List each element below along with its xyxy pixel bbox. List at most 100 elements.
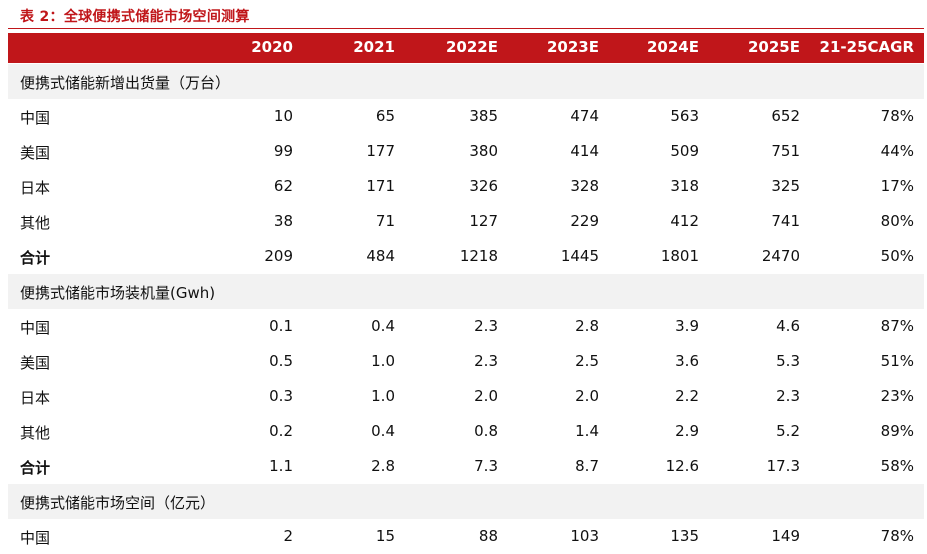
table-header: 2020 2021 2022E 2023E 2024E 2025E 21-25C… [8, 33, 924, 63]
table-cell: 474 [570, 107, 599, 125]
table-cell: 5.3 [776, 352, 800, 370]
section-label: 便携式储能市场装机量(Gwh) [20, 284, 216, 302]
table-row: 其他 0.2 0.4 0.8 1.4 2.9 5.2 89% [8, 414, 924, 449]
section-row: 便携式储能新增出货量（万台） [8, 64, 924, 99]
row-label: 中国 [20, 529, 51, 547]
table-row: 日本 62 171 326 328 318 325 17% [8, 169, 924, 204]
table-cell: 127 [469, 212, 498, 230]
header-col-2021: 2021 [353, 38, 395, 56]
row-label: 中国 [20, 319, 51, 337]
section-label: 便携式储能新增出货量（万台） [20, 74, 231, 92]
table-cell: 328 [570, 177, 599, 195]
row-label: 其他 [20, 424, 51, 442]
table-cell: 23% [880, 387, 914, 405]
table-cell: 103 [570, 527, 599, 545]
table-row: 中国 2 15 88 103 135 149 78% [8, 519, 924, 554]
header-col-2025e: 2025E [748, 38, 800, 56]
table-cell: 2.0 [474, 387, 498, 405]
table-cell: 509 [670, 142, 699, 160]
table-cell: 2.8 [575, 317, 599, 335]
table-cell: 99 [273, 142, 293, 160]
table-cell: 484 [366, 247, 395, 265]
section-row: 便携式储能市场装机量(Gwh) [8, 274, 924, 309]
table-cell: 65 [375, 107, 395, 125]
table-cell: 1.0 [371, 352, 395, 370]
table-cell: 0.4 [371, 317, 395, 335]
table-cell: 177 [366, 142, 395, 160]
table-cell: 10 [273, 107, 293, 125]
table-cell: 8.7 [575, 457, 599, 475]
table-cell: 62 [273, 177, 293, 195]
row-label: 美国 [20, 354, 51, 372]
row-label: 美国 [20, 144, 51, 162]
table-cell: 2.8 [371, 457, 395, 475]
table-cell: 2.2 [675, 387, 699, 405]
table-cell: 17% [880, 177, 914, 195]
table-cell: 1.1 [269, 457, 293, 475]
table-cell: 149 [771, 527, 800, 545]
table-row: 中国 10 65 385 474 563 652 78% [8, 99, 924, 134]
table-cell: 171 [366, 177, 395, 195]
table-cell: 326 [469, 177, 498, 195]
table-title-bar: 表 2：全球便携式储能市场空间测算 [8, 0, 924, 29]
table-cell: 1.4 [575, 422, 599, 440]
table-cell: 2.3 [474, 352, 498, 370]
table-row: 美国 0.5 1.0 2.3 2.5 3.6 5.3 51% [8, 344, 924, 379]
table-cell: 3.6 [675, 352, 699, 370]
section-row: 便携式储能市场空间（亿元） [8, 484, 924, 519]
table-cell: 412 [670, 212, 699, 230]
table-cell: 135 [670, 527, 699, 545]
total-row: 合计 1.1 2.8 7.3 8.7 12.6 17.3 58% [8, 449, 924, 484]
total-row: 合计 209 484 1218 1445 1801 2470 50% [8, 239, 924, 274]
table-cell: 0.4 [371, 422, 395, 440]
row-label: 合计 [20, 459, 51, 477]
table-cell: 71 [375, 212, 395, 230]
table-cell: 3.9 [675, 317, 699, 335]
header-col-cagr: 21-25CAGR [819, 38, 914, 56]
table-cell: 2.0 [575, 387, 599, 405]
table-cell: 229 [570, 212, 599, 230]
table-cell: 1218 [459, 247, 498, 265]
table-cell: 51% [880, 352, 914, 370]
table-cell: 385 [469, 107, 498, 125]
table-cell: 0.2 [269, 422, 293, 440]
table-cell: 78% [880, 527, 914, 545]
header-col-2022e: 2022E [446, 38, 498, 56]
table-cell: 7.3 [474, 457, 498, 475]
table-cell: 318 [670, 177, 699, 195]
table-cell: 209 [264, 247, 293, 265]
table-cell: 17.3 [766, 457, 800, 475]
table-cell: 50% [880, 247, 914, 265]
table-cell: 12.6 [665, 457, 699, 475]
table-cell: 88 [478, 527, 498, 545]
row-label: 其他 [20, 214, 51, 232]
section-label: 便携式储能市场空间（亿元） [20, 494, 216, 512]
table-cell: 0.8 [474, 422, 498, 440]
header-col-2023e: 2023E [547, 38, 599, 56]
table-cell: 0.3 [269, 387, 293, 405]
table-cell: 5.2 [776, 422, 800, 440]
table-cell: 2.5 [575, 352, 599, 370]
table-cell: 4.6 [776, 317, 800, 335]
table-cell: 38 [273, 212, 293, 230]
table-cell: 89% [880, 422, 914, 440]
row-label: 中国 [20, 109, 51, 127]
table-row: 日本 0.3 1.0 2.0 2.0 2.2 2.3 23% [8, 379, 924, 414]
table-cell: 44% [880, 142, 914, 160]
row-label: 日本 [20, 179, 51, 197]
table-cell: 652 [771, 107, 800, 125]
table-cell: 2470 [761, 247, 800, 265]
table-title: 表 2：全球便携式储能市场空间测算 [20, 9, 250, 25]
table-cell: 414 [570, 142, 599, 160]
table-cell: 1445 [560, 247, 599, 265]
table-cell: 80% [880, 212, 914, 230]
table-cell: 741 [771, 212, 800, 230]
row-label: 日本 [20, 389, 51, 407]
table-row: 其他 38 71 127 229 412 741 80% [8, 204, 924, 239]
table-cell: 751 [771, 142, 800, 160]
table-cell: 2.3 [474, 317, 498, 335]
table-cell: 563 [670, 107, 699, 125]
header-col-2020: 2020 [251, 38, 293, 56]
table-cell: 325 [771, 177, 800, 195]
table-cell: 58% [880, 457, 914, 475]
